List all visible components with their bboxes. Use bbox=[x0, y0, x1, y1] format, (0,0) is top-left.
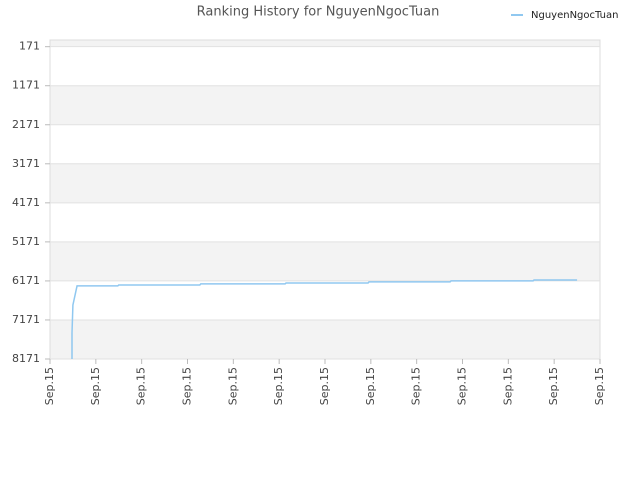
y-tick-label: 1171 bbox=[12, 79, 40, 92]
y-tick-label: 6171 bbox=[12, 274, 40, 287]
x-tick-label: Sep.15 bbox=[135, 367, 148, 405]
x-tick-label: Sep.15 bbox=[181, 367, 194, 405]
y-tick-label: 5171 bbox=[12, 235, 40, 248]
x-tick-label: Sep.15 bbox=[501, 367, 514, 405]
y-tick-label: 3171 bbox=[12, 157, 40, 170]
legend-label: NguyenNgocTuan bbox=[531, 10, 618, 21]
grid-band bbox=[50, 40, 600, 47]
y-tick-label: 2171 bbox=[12, 118, 40, 131]
y-tick-label: 171 bbox=[19, 40, 40, 53]
x-tick-label: Sep.15 bbox=[43, 367, 56, 405]
x-tick-label: Sep.15 bbox=[547, 367, 560, 405]
y-tick-label: 8171 bbox=[12, 352, 40, 365]
x-tick-label: Sep.15 bbox=[272, 367, 285, 405]
grid-band bbox=[50, 85, 600, 125]
line bbox=[71, 279, 578, 359]
grid-band bbox=[50, 241, 600, 281]
x-tick-label: Sep.15 bbox=[89, 367, 102, 405]
x-tick-label: Sep.15 bbox=[593, 367, 606, 405]
x-tick-label: Sep.15 bbox=[410, 367, 423, 405]
y-tick-label: 4171 bbox=[12, 196, 40, 209]
grid-band bbox=[50, 319, 600, 359]
x-tick-label: Sep.15 bbox=[456, 367, 469, 405]
x-tick-label: Sep.15 bbox=[226, 367, 239, 405]
x-tick-label: Sep.15 bbox=[318, 367, 331, 405]
x-tick-label: Sep.15 bbox=[364, 367, 377, 405]
grid-band bbox=[50, 163, 600, 203]
chart-title: Ranking History for NguyenNgocTuan bbox=[197, 5, 440, 20]
y-tick-label: 7171 bbox=[12, 313, 40, 326]
